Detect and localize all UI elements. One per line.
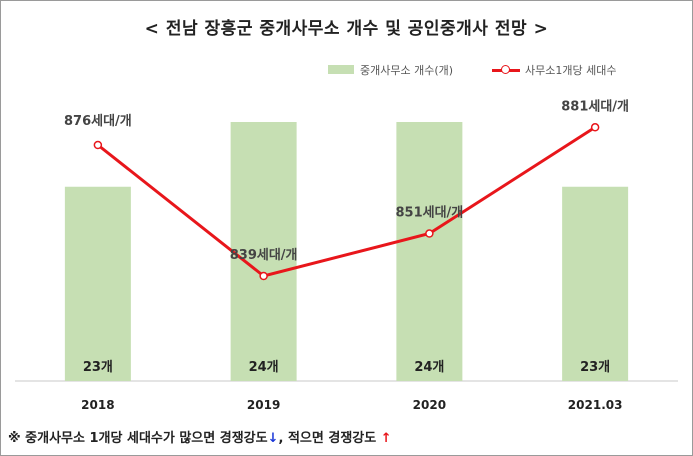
bar-data-label: 23개 — [580, 360, 610, 375]
bar-2020 — [396, 122, 463, 381]
line-point-2019 — [259, 271, 268, 281]
line-series — [96, 126, 596, 278]
legend-line-label: 사무소1개당 세대수 — [525, 64, 617, 77]
line-data-label: 881세대/개 — [561, 99, 629, 114]
up-arrow-icon: ↑ — [380, 431, 392, 446]
line-point-2021.03 — [590, 123, 600, 132]
footnote-text-2: , 적으면 경쟁강도 — [278, 431, 381, 446]
x-tick-label: 2020 — [413, 398, 446, 412]
x-tick-label: 2019 — [247, 398, 280, 412]
legend-line-marker — [501, 65, 510, 74]
x-tick-label: 2018 — [81, 398, 114, 412]
footnote-text-1: ※ 중개사무소 1개당 세대수가 많으면 경쟁강도 — [8, 431, 268, 446]
bar-data-label: 23개 — [83, 360, 113, 375]
bar-2019 — [230, 122, 297, 381]
bar-data-label: 24개 — [414, 360, 444, 375]
line-data-label: 876세대/개 — [64, 114, 132, 129]
chart-title: < 전남 장흥군 중개사무소 개수 및 공인중개사 전망 > — [144, 19, 549, 39]
line-data-label: 839세대/개 — [230, 248, 298, 263]
x-tick-label: 2021.03 — [568, 398, 623, 412]
line-data-label: 851세대/개 — [395, 206, 463, 221]
line-point-2018 — [93, 140, 103, 150]
bar-2021.03 — [562, 186, 629, 381]
line-point-2020 — [425, 229, 434, 238]
legend: 중개사무소 개수(개) 사무소1개당 세대수 — [0, 60, 693, 80]
down-arrow-icon: ↓ — [267, 431, 279, 446]
footnote: ※ 중개사무소 1개당 세대수가 많으면 경쟁강도↓, 적으면 경쟁강도 ↑ — [8, 427, 392, 446]
bar-data-label: 24개 — [249, 360, 279, 375]
bar-2018 — [64, 186, 131, 381]
legend-bar-swatch — [328, 65, 354, 74]
legend-bar-label: 중개사무소 개수(개) — [360, 64, 454, 77]
